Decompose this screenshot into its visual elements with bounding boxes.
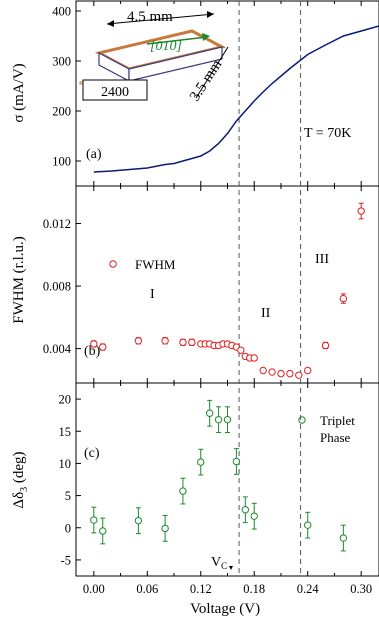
panel-a-y-tick-label: 300	[52, 55, 71, 69]
fwhm-point	[134, 337, 143, 345]
triplet-legend: Triplet Phase	[298, 413, 355, 445]
panel-b-frame	[75, 185, 379, 384]
panel-c-label: (c)	[84, 446, 100, 461]
x-tick-label: 0.30	[350, 582, 372, 596]
panel-a-y-tick-label: 400	[52, 5, 71, 19]
triplet-legend-marker	[298, 416, 306, 424]
y-axis-label-c-main: Δδ	[11, 492, 27, 509]
width-arrow-head-right	[207, 11, 214, 18]
region-label-i: I	[150, 287, 155, 302]
y-axis-label-c-unit: (deg)	[11, 451, 27, 486]
conductance-curve	[93, 25, 379, 173]
fwhm-point	[161, 337, 169, 345]
panel-c-y-tick-label: 10	[59, 457, 72, 471]
triplet-phase-point	[232, 457, 241, 466]
triplet-legend-line-2: Phase	[320, 430, 351, 445]
fwhm-point	[295, 371, 303, 379]
fwhm-point	[179, 338, 187, 347]
panel-b-y-tick-label: 0.004	[43, 342, 72, 356]
inset-label-box	[82, 79, 148, 101]
width-dimension-arrow	[106, 13, 215, 25]
y-axis-label-c: Δδ3 (deg)	[11, 451, 30, 508]
x-tick-label: 0.18	[243, 582, 265, 596]
depth-dimension-arrow	[195, 46, 229, 99]
panel-a-y-tick-label: 200	[52, 105, 71, 119]
triplet-phase-point	[134, 516, 143, 525]
fwhm-point	[268, 368, 276, 376]
triplet-phase-point	[304, 521, 312, 529]
x-tick-label: 0.24	[297, 582, 320, 596]
fwhm-point	[237, 346, 245, 354]
fwhm-point	[357, 207, 365, 215]
triplet-phase-point	[179, 487, 187, 495]
temperature-annotation: T = 70K	[304, 126, 351, 141]
vc-label: VC	[211, 555, 227, 571]
fwhm-legend-marker	[109, 260, 117, 268]
triplet-phase-point	[223, 415, 232, 424]
fwhm-point	[286, 369, 294, 378]
direction-arrow	[146, 36, 208, 45]
fwhm-legend: FWHM	[109, 257, 176, 272]
triplet-phase-point	[99, 527, 107, 535]
triplet-phase-point	[161, 524, 169, 533]
sample-inset: 4.5 mm [010] 3.5 mm 2400	[79, 9, 229, 104]
region-label-iii: III	[315, 252, 329, 267]
fwhm-point	[250, 354, 258, 362]
panel-c-y-tick-label: 5	[65, 489, 71, 503]
v-lines	[238, 1, 302, 576]
panel-c-triplet-phase: Triplet Phase (c) VC	[84, 399, 355, 571]
sample-front-face	[128, 46, 223, 82]
x-tick-label: 0.12	[190, 582, 212, 596]
y-axis-label-c-sub: 3	[19, 487, 30, 492]
direction-arrow-head	[202, 33, 210, 41]
fwhm-point	[321, 341, 330, 350]
fwhm-point	[188, 338, 196, 347]
triplet-phase-point	[214, 415, 223, 424]
vc-label-sub: C	[221, 561, 227, 571]
inset-direction-label: [010]	[150, 39, 182, 54]
triplet-phase-point	[197, 458, 205, 466]
triplet-phase-point	[205, 409, 214, 417]
width-arrow-head-left	[107, 20, 114, 27]
triplet-legend-line-1: Triplet	[320, 413, 355, 428]
inset-width-label: 4.5 mm	[127, 9, 173, 25]
triplet-phase-point	[250, 512, 258, 520]
vc-label-main: V	[211, 555, 221, 570]
triplet-phase-point	[241, 506, 250, 514]
triplet-phase-point	[90, 516, 98, 524]
vc-marker	[229, 566, 233, 570]
panel-b-y-tick-label: 0.012	[43, 217, 71, 231]
panel-c-y-tick-label: 15	[59, 425, 72, 439]
fwhm-point	[259, 366, 267, 375]
inset-label: 2400	[101, 85, 129, 100]
panel-c-y-tick-label: -5	[61, 553, 71, 567]
panel-c-y-tick-label: 0	[65, 521, 71, 535]
fwhm-point	[304, 366, 312, 375]
axes-layer: 100 200 300 400 0.004 0.008 0.012 -5 0 5 10 15 20 0.0…	[43, 0, 379, 596]
panel-a-y-tick-label: 100	[52, 155, 71, 169]
panel-a-conductance: 4.5 mm [010] 3.5 mm 2400 T = 70K (a)	[79, 9, 379, 173]
x-axis-label: Voltage (V)	[190, 601, 260, 617]
y-axis-label-b: FWHM (r.l.u.)	[11, 236, 27, 324]
panel-c-y-tick-label: 20	[59, 393, 72, 407]
region-label-ii: II	[261, 306, 271, 321]
fwhm-point	[277, 369, 285, 378]
fwhm-point	[339, 294, 348, 303]
panel-b-y-tick-label: 0.008	[43, 280, 71, 294]
fwhm-legend-label: FWHM	[135, 257, 176, 272]
panel-a-label: (a)	[86, 147, 102, 162]
fwhm-point	[90, 340, 98, 348]
y-axis-label-a: σ (mA/V)	[11, 63, 27, 122]
panel-b-label: (b)	[84, 344, 101, 359]
x-tick-label: 0.06	[136, 582, 158, 596]
fwhm-point	[99, 343, 107, 351]
panel-b-fwhm: FWHM I II III (b)	[84, 202, 365, 379]
triplet-phase-point	[339, 534, 348, 542]
x-tick-label: 0.00	[83, 582, 105, 596]
